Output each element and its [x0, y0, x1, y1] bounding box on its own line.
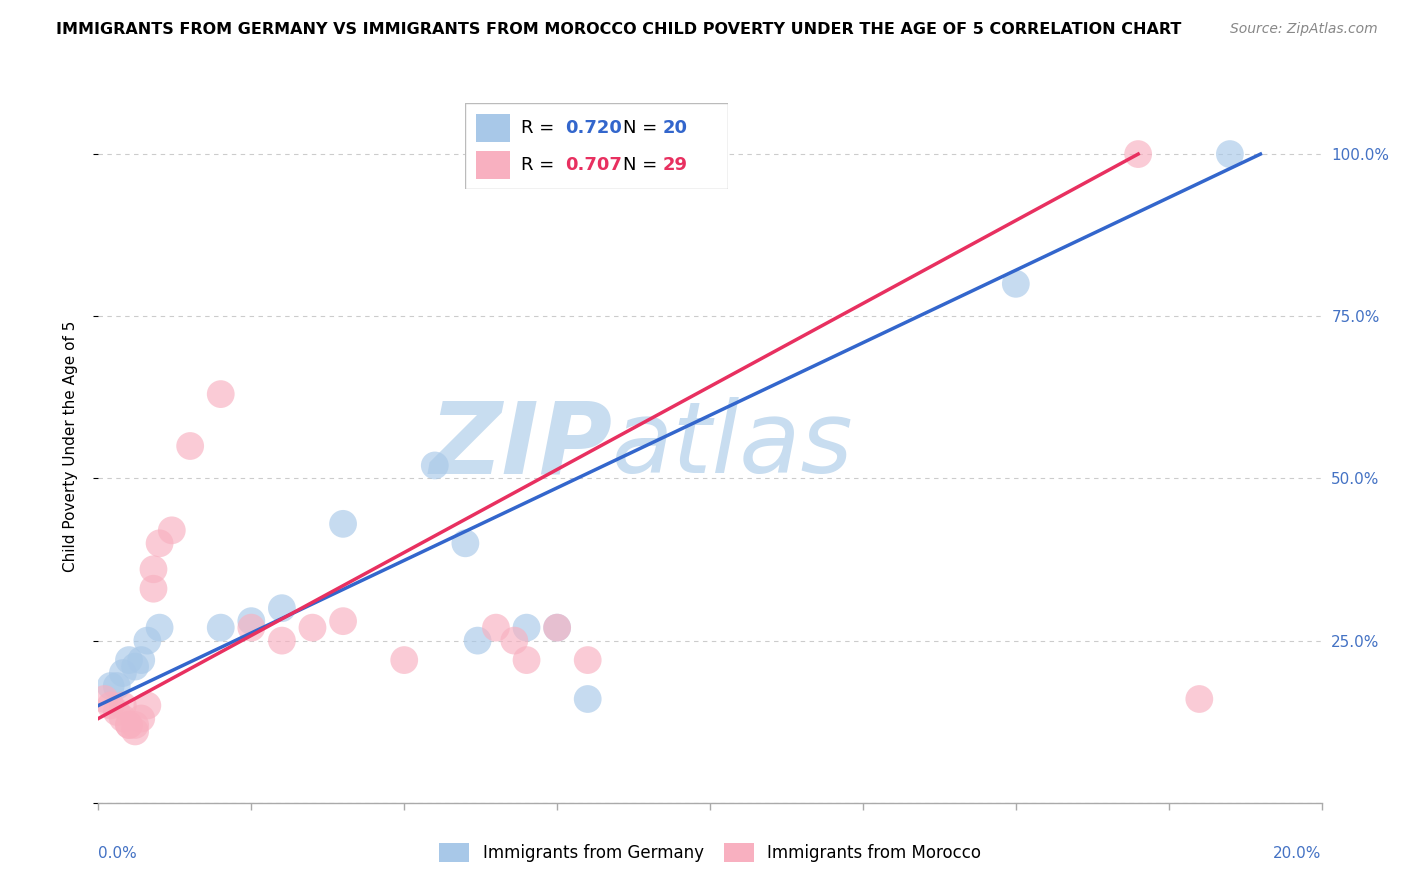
Point	[332, 516, 354, 531]
Point	[270, 601, 292, 615]
Point	[423, 458, 446, 473]
Point	[93, 692, 115, 706]
Point	[100, 679, 122, 693]
Text: IMMIGRANTS FROM GERMANY VS IMMIGRANTS FROM MOROCCO CHILD POVERTY UNDER THE AGE O: IMMIGRANTS FROM GERMANY VS IMMIGRANTS FR…	[56, 22, 1181, 37]
Legend: Immigrants from Germany, Immigrants from Morocco: Immigrants from Germany, Immigrants from…	[439, 843, 981, 863]
Point	[129, 653, 152, 667]
Point	[124, 659, 146, 673]
Point	[105, 705, 128, 719]
Point	[149, 621, 172, 635]
Text: Source: ZipAtlas.com: Source: ZipAtlas.com	[1230, 22, 1378, 37]
Point	[546, 621, 568, 635]
Point	[111, 666, 134, 681]
Point	[332, 614, 354, 628]
Point	[1004, 277, 1026, 291]
Point	[485, 621, 508, 635]
Point	[240, 614, 263, 628]
Point	[576, 653, 599, 667]
Point	[516, 653, 538, 667]
Point	[142, 562, 165, 576]
Y-axis label: Child Poverty Under the Age of 5: Child Poverty Under the Age of 5	[63, 320, 77, 572]
Point	[576, 692, 599, 706]
Point	[392, 653, 416, 667]
Text: 20.0%: 20.0%	[1274, 846, 1322, 861]
Point	[129, 711, 152, 725]
Point	[1219, 147, 1241, 161]
Point	[149, 536, 172, 550]
Point	[454, 536, 477, 550]
Point	[209, 387, 232, 401]
Point	[118, 653, 141, 667]
Point	[136, 698, 159, 713]
Point	[136, 633, 159, 648]
Point	[1128, 147, 1150, 161]
Point	[301, 621, 323, 635]
Point	[111, 698, 134, 713]
Point	[118, 718, 141, 732]
Point	[179, 439, 201, 453]
Point	[142, 582, 165, 596]
Text: 0.0%: 0.0%	[98, 846, 138, 861]
Point	[270, 633, 292, 648]
Point	[105, 679, 128, 693]
Point	[209, 621, 232, 635]
Point	[124, 718, 146, 732]
Point	[111, 711, 134, 725]
Point	[240, 621, 263, 635]
Point	[1188, 692, 1211, 706]
Point	[467, 633, 489, 648]
Text: ZIP: ZIP	[429, 398, 612, 494]
Point	[546, 621, 568, 635]
Text: atlas: atlas	[612, 398, 853, 494]
Point	[124, 724, 146, 739]
Point	[516, 621, 538, 635]
Point	[118, 718, 141, 732]
Point	[100, 698, 122, 713]
Point	[160, 524, 183, 538]
Point	[503, 633, 526, 648]
